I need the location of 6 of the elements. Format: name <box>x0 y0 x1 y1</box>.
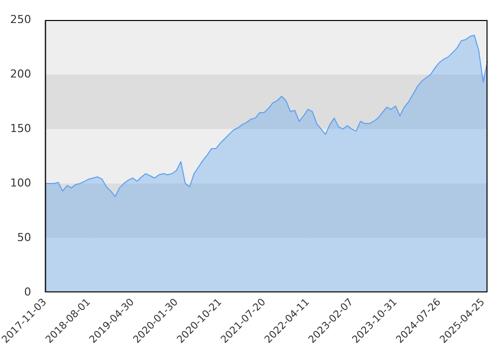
y-tick-label: 100 <box>10 176 32 190</box>
y-tick-label: 250 <box>10 12 32 26</box>
y-tick-label: 50 <box>17 230 32 244</box>
y-tick-label: 150 <box>10 122 32 135</box>
y-tick-label: 200 <box>10 67 32 80</box>
y-tick-label: 0 <box>24 285 32 298</box>
